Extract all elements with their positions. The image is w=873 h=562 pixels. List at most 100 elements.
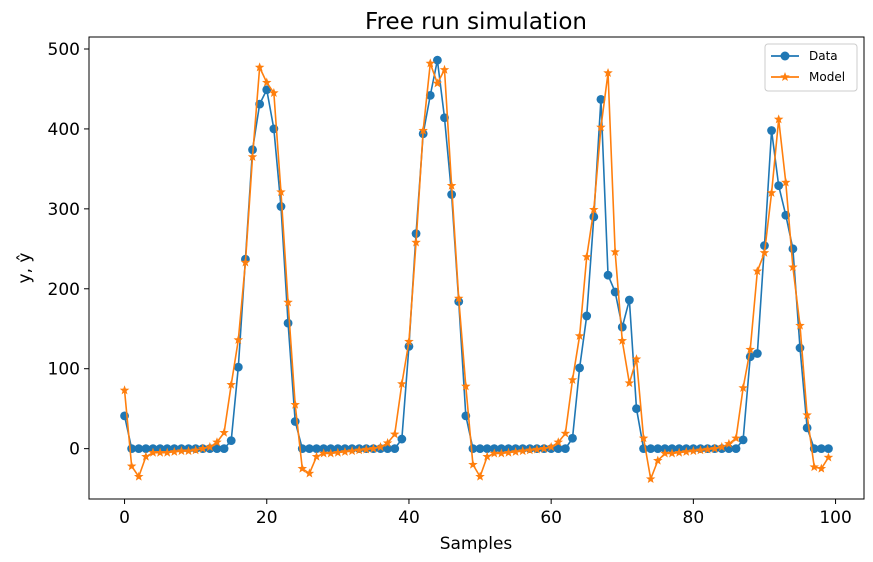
x-tick-label: 20 xyxy=(256,508,278,528)
model-point xyxy=(304,468,315,478)
data-point xyxy=(610,287,620,297)
model-point xyxy=(802,410,812,420)
model-point xyxy=(724,438,734,448)
model-point xyxy=(389,429,400,439)
data-point xyxy=(212,444,222,454)
model-point xyxy=(411,237,421,247)
model-point xyxy=(432,78,443,88)
model-point xyxy=(525,445,535,455)
model-point xyxy=(219,427,229,437)
model-point xyxy=(262,77,272,87)
model-point xyxy=(446,180,457,190)
data-point xyxy=(738,435,748,445)
model-point xyxy=(709,443,720,453)
model-point xyxy=(759,247,770,257)
model-point xyxy=(717,442,727,452)
model-point xyxy=(226,379,236,389)
y-tick-label: 300 xyxy=(48,200,80,220)
y-tick-label: 100 xyxy=(48,360,80,380)
model-point xyxy=(340,446,350,456)
model-point xyxy=(731,433,741,443)
model-point xyxy=(560,428,571,438)
model-point xyxy=(596,122,606,132)
data-point xyxy=(134,444,144,454)
model-point xyxy=(546,442,556,452)
data-point xyxy=(767,126,776,135)
model-point xyxy=(183,446,194,456)
data-point xyxy=(425,90,435,100)
data-point xyxy=(283,318,293,328)
model-point xyxy=(553,437,564,447)
model-point xyxy=(126,461,137,471)
model-point xyxy=(567,374,578,384)
data-point xyxy=(560,444,570,454)
data-point xyxy=(603,270,613,280)
x-tick-label: 0 xyxy=(119,508,130,528)
x-tick-label: 80 xyxy=(683,508,705,528)
data-point xyxy=(233,362,243,372)
model-point xyxy=(681,446,691,456)
model-point xyxy=(325,448,336,458)
model-point xyxy=(638,433,649,443)
model-point xyxy=(574,330,585,340)
model-point xyxy=(290,399,300,409)
data-point xyxy=(575,363,584,373)
data-point xyxy=(475,444,485,454)
model-point xyxy=(397,378,407,388)
data-point xyxy=(582,311,592,321)
model-point xyxy=(773,114,784,124)
series-line-model xyxy=(123,62,830,480)
data-point xyxy=(788,244,798,254)
model-point xyxy=(781,177,791,187)
model-point xyxy=(254,62,265,72)
model-point xyxy=(660,448,670,458)
model-point xyxy=(148,447,158,457)
x-tick-label: 100 xyxy=(819,508,851,528)
model-point xyxy=(425,58,436,68)
data-point xyxy=(262,85,272,95)
y-tick-label: 500 xyxy=(48,40,80,60)
model-point xyxy=(354,445,364,455)
data-point xyxy=(141,444,151,454)
series-model xyxy=(119,58,834,484)
model-point xyxy=(134,471,144,481)
data-point xyxy=(646,444,656,454)
model-point xyxy=(603,67,613,78)
model-point xyxy=(205,442,215,452)
model-point xyxy=(276,187,286,197)
model-point xyxy=(702,444,713,454)
x-tick-label: 40 xyxy=(398,508,420,528)
data-point xyxy=(276,202,286,211)
model-point xyxy=(581,251,592,261)
model-point xyxy=(119,385,130,395)
model-point xyxy=(517,446,528,456)
model-point xyxy=(738,382,748,392)
data-point xyxy=(653,444,663,454)
y-axis: 0 100 200 300 400 500 xyxy=(48,40,89,460)
data-point xyxy=(219,444,229,454)
data-point xyxy=(802,423,812,433)
model-point xyxy=(404,336,414,346)
model-point xyxy=(667,448,677,458)
model-point xyxy=(190,445,201,455)
model-point xyxy=(269,87,279,97)
data-point xyxy=(390,444,400,454)
model-point xyxy=(169,446,180,456)
data-point xyxy=(432,55,442,65)
model-point xyxy=(617,335,628,345)
model-point xyxy=(624,378,635,388)
model-point xyxy=(752,266,763,276)
x-axis: 0 20 40 60 80 100 xyxy=(119,499,852,528)
model-point xyxy=(809,462,819,472)
data-point xyxy=(397,434,407,444)
data-point xyxy=(553,444,563,454)
model-point xyxy=(375,442,386,452)
model-point xyxy=(674,447,684,457)
data-point xyxy=(568,433,577,443)
model-point xyxy=(361,444,372,454)
model-point xyxy=(823,452,834,462)
model-point xyxy=(297,463,308,473)
plot-layer xyxy=(119,55,834,484)
model-point xyxy=(695,445,706,455)
